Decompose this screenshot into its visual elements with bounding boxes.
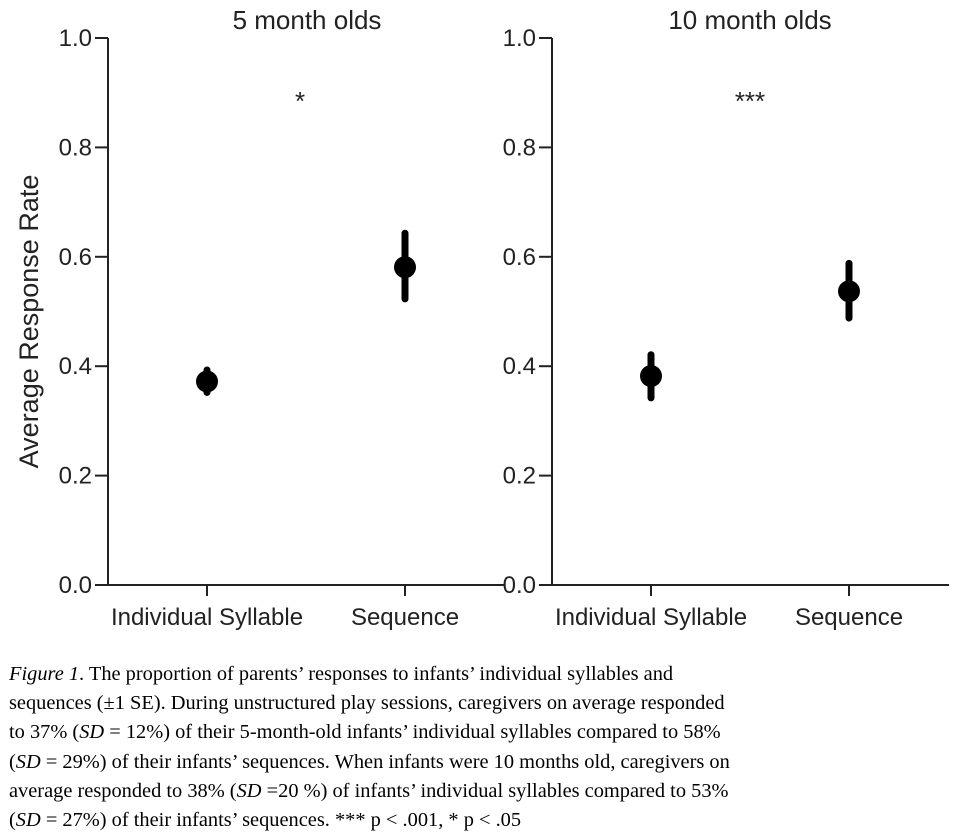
data-point (838, 280, 860, 303)
caption-segment: = 27%) of their infants’ sequences. *** … (40, 809, 522, 832)
caption-segment: sequences (±1 SE). During unstructured p… (9, 692, 725, 715)
caption-segment: = 29%) of their infants’ sequences. When… (40, 750, 730, 773)
caption-segment: . The proportion of parents’ responses t… (79, 663, 674, 685)
chart-svg: 0.0 0.2 0.4 0.6 0.8 1.0 Individual Syllable Seq… (14, 5, 949, 631)
data-point (640, 365, 662, 388)
significance-marker: * (295, 86, 305, 116)
caption-line: (SD = 27%) of their infants’ sequences. … (9, 806, 949, 835)
chart-panel-1: 0.0 0.2 0.4 0.6 0.8 1.0 Individual Syllable Seq… (14, 5, 505, 631)
caption-segment: SD (79, 721, 105, 744)
y-tick-label: 0.4 (59, 353, 92, 380)
panel-title: 5 month olds (233, 5, 382, 35)
caption-line: (SD = 29%) of their infants’ sequences. … (9, 748, 949, 777)
caption-segment: ( (9, 750, 16, 773)
y-tick-label: 1.0 (503, 25, 536, 52)
caption-line: to 37% (SD = 12%) of their 5-month-old i… (9, 718, 949, 747)
caption-line: average responded to 38% (SD =20 %) of i… (9, 777, 949, 806)
y-tick-label: 0.8 (59, 134, 92, 161)
y-tick-label: 0.6 (503, 244, 536, 271)
y-tick-label: 0.4 (503, 353, 536, 380)
chart-panel-2: 0.0 0.2 0.4 0.6 0.8 1.0 Individual Syllable Seq… (503, 5, 949, 631)
x-tick-label: Sequence (795, 604, 903, 631)
caption-segment: =20 %) of infants’ individual syllables … (261, 779, 729, 802)
y-tick-label: 0.0 (503, 572, 536, 599)
y-axis-label: Average Response Rate (14, 175, 44, 469)
significance-marker: *** (735, 86, 765, 116)
data-point (394, 256, 416, 279)
caption-segment: Figure 1 (9, 663, 80, 685)
panel-title: 10 month olds (668, 5, 831, 35)
caption-line: sequences (±1 SE). During unstructured p… (9, 689, 949, 718)
caption-segment: ( (9, 809, 16, 832)
caption-line: Figure 1. The proportion of parents’ res… (9, 660, 949, 689)
y-tick-label: 0.8 (503, 134, 536, 161)
caption-segment: to 37% ( (9, 721, 80, 744)
data-point (196, 370, 218, 393)
caption-segment: average responded to 38% ( (9, 779, 237, 802)
x-tick-label: Individual Syllable (111, 604, 303, 631)
x-tick-label: Individual Syllable (555, 604, 747, 631)
y-tick-label: 0.2 (503, 463, 536, 490)
caption-segment: SD (15, 809, 41, 832)
y-tick-label: 1.0 (59, 25, 92, 52)
y-tick-label: 0.0 (59, 572, 92, 599)
figure-caption: Figure 1. The proportion of parents’ res… (9, 660, 949, 835)
caption-segment: SD (15, 750, 41, 773)
caption-segment: SD (236, 779, 262, 802)
caption-segment: = 12%) of their 5-month-old infants’ ind… (104, 721, 721, 744)
x-tick-label: Sequence (351, 604, 459, 631)
y-tick-label: 0.2 (59, 463, 92, 490)
figure-panels: 0.0 0.2 0.4 0.6 0.8 1.0 Individual Syllable Seq… (14, 5, 949, 631)
y-tick-label: 0.6 (59, 244, 92, 271)
